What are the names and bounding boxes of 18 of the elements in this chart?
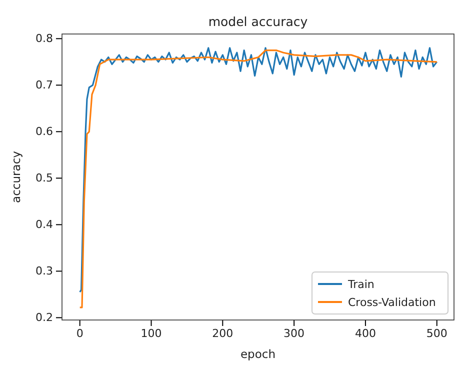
x-tick-label: 400 [354, 326, 376, 340]
x-tick-label: 300 [284, 326, 305, 340]
x-tick-label: 100 [140, 326, 162, 340]
legend-label: Cross-Validation [348, 296, 436, 309]
y-tick-label: 0.8 [36, 32, 53, 46]
chart-title: model accuracy [208, 14, 308, 29]
x-axis-title: epoch [240, 347, 276, 361]
y-tick-label: 0.4 [36, 218, 53, 232]
x-tick-label: 500 [426, 326, 448, 340]
y-tick-label: 0.7 [36, 78, 53, 92]
y-tick-label: 0.6 [36, 125, 53, 138]
y-tick-label: 0.5 [36, 172, 53, 185]
x-tick-label: 0 [76, 326, 84, 340]
x-tick-label: 200 [212, 326, 234, 340]
y-tick-label: 0.2 [36, 311, 53, 324]
legend-label: Train [347, 278, 374, 291]
y-axis-title: accuracy [9, 150, 23, 203]
y-tick-label: 0.3 [36, 264, 53, 278]
